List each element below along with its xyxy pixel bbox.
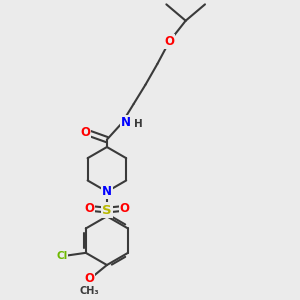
Text: S: S <box>102 203 112 217</box>
Text: O: O <box>80 126 91 139</box>
Text: N: N <box>121 116 131 129</box>
Text: O: O <box>84 272 94 285</box>
Text: H: H <box>134 119 142 129</box>
Text: N: N <box>102 185 112 198</box>
Text: O: O <box>84 202 94 215</box>
Text: Cl: Cl <box>56 251 68 261</box>
Text: O: O <box>120 202 130 215</box>
Text: CH₃: CH₃ <box>79 286 99 296</box>
Text: O: O <box>164 35 174 48</box>
